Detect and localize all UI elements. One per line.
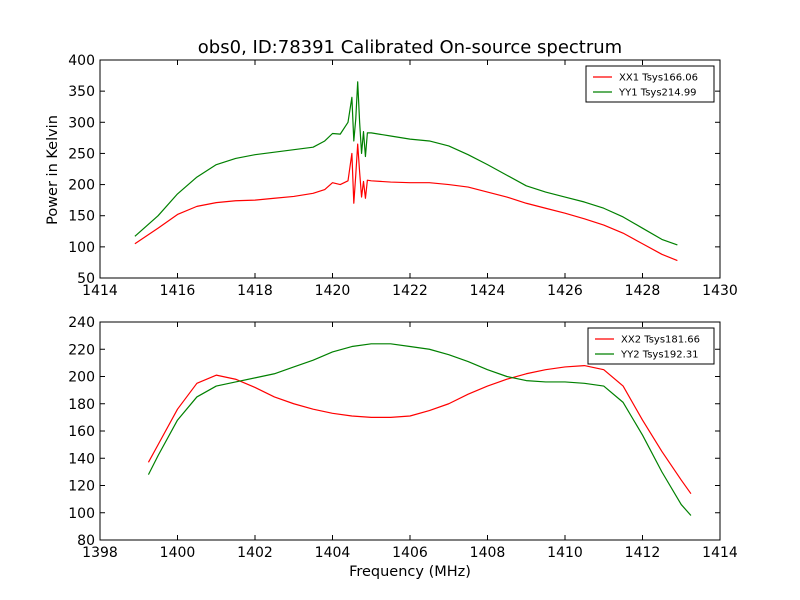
x-tick-label: 1416: [160, 283, 196, 299]
x-tick-label: 1410: [547, 545, 583, 561]
y-tick-label: 350: [68, 84, 95, 100]
series-line-2: [134, 81, 678, 246]
y-tick-label: 150: [68, 209, 95, 225]
y-tick-label: 100: [68, 506, 95, 522]
bottom-plot: 1398 1400 1402 1404 1406 1408 1410 1412 1414 80 10…: [68, 315, 738, 561]
y-tick-label: 240: [68, 315, 95, 331]
chart-title: obs0, ID:78391 Calibrated On-source spec…: [198, 37, 622, 58]
y-tick-label: 100: [68, 240, 95, 256]
y-tick-label: 80: [77, 533, 95, 549]
y-tick-label: 250: [68, 146, 95, 162]
legend: XX2 Tsys181.66 YY2 Tsys192.31: [587, 327, 715, 365]
series-line-1: [147, 365, 692, 495]
legend: XX1 Tsys166.06 YY1 Tsys214.99: [585, 65, 715, 103]
series-line-2: [147, 343, 692, 516]
y-tick-label: 120: [68, 479, 95, 495]
legend-entry: XX1 Tsys166.06: [619, 73, 698, 84]
x-tick-label: 1408: [470, 545, 506, 561]
x-tick-label: 1426: [547, 283, 583, 299]
x-tick-label: 1418: [237, 283, 273, 299]
x-tick-label: 1422: [392, 283, 428, 299]
x-tick-label: 1402: [237, 545, 273, 561]
top-plot: 1414 1416 1418 1420 1422 1424 1426 1428 1430 50 10…: [68, 53, 738, 299]
x-tick-label: 1412: [625, 545, 661, 561]
y-tick-label: 140: [68, 451, 95, 467]
y-tick-label: 300: [68, 115, 95, 131]
x-tick-label: 1404: [315, 545, 351, 561]
x-tick-label: 1414: [702, 545, 738, 561]
x-tick-label: 1406: [392, 545, 428, 561]
y-tick-label: 200: [68, 370, 95, 386]
series-line-1: [134, 143, 678, 262]
y-tick-label: 180: [68, 397, 95, 413]
legend-entry: YY2 Tsys192.31: [620, 350, 699, 361]
x-tick-label: 1420: [315, 283, 351, 299]
x-tick-label: 1424: [470, 283, 506, 299]
y-tick-label: 50: [77, 271, 95, 287]
y-axis-label: Power in Kelvin: [45, 115, 61, 225]
legend-entry: YY1 Tsys214.99: [618, 88, 697, 99]
legend-box: [585, 65, 715, 103]
x-tick-label: 1400: [160, 545, 196, 561]
legend-box: [587, 327, 715, 365]
x-tick-label: 1428: [625, 283, 661, 299]
y-tick-label: 220: [68, 342, 95, 358]
y-tick-label: 200: [68, 178, 95, 194]
x-tick-label: 1414: [82, 283, 118, 299]
y-tick-label: 400: [68, 53, 95, 69]
x-axis-label: Frequency (MHz): [349, 564, 471, 580]
x-tick-label: 1430: [702, 283, 738, 299]
x-tick-label: 1398: [82, 545, 118, 561]
legend-entry: XX2 Tsys181.66: [621, 335, 700, 346]
y-tick-label: 160: [68, 424, 95, 440]
